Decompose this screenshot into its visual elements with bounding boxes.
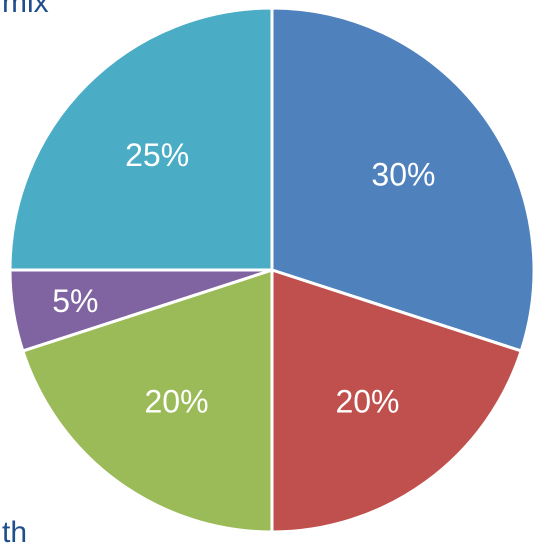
pie-label-1: 20%	[335, 383, 399, 419]
pie-label-3: 5%	[52, 283, 98, 319]
pie-labels: 30% 20% 20% 5% 25%	[52, 137, 435, 419]
pie-slice-4	[8, 6, 274, 272]
pie-slice-1	[270, 268, 523, 533]
pie-slice-2	[21, 268, 274, 533]
clipped-title-fragment: mix	[2, 0, 49, 19]
clipped-footer-fragment: th	[2, 516, 28, 549]
pie-label-2: 20%	[144, 383, 208, 419]
pie-slices	[8, 6, 536, 533]
pie-chart: 30% 20% 20% 5% 25%	[8, 6, 536, 533]
pie-label-4: 25%	[125, 137, 189, 173]
pie-slice-0	[270, 6, 536, 353]
pie-label-0: 30%	[371, 157, 435, 193]
